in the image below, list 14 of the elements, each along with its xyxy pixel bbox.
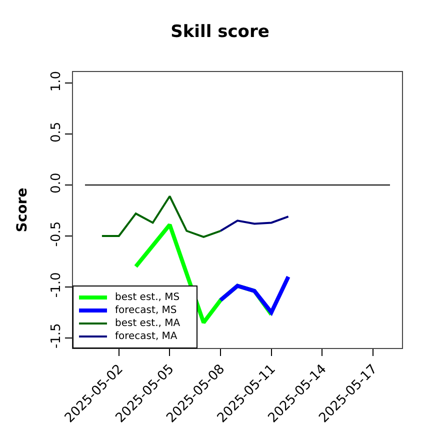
y-tick-label: -1.0	[48, 272, 64, 298]
chart-title: Skill score	[170, 22, 270, 42]
line-series	[220, 216, 290, 232]
legend-label: forecast, MS	[115, 305, 177, 316]
y-tick-label: 0.5	[48, 122, 64, 143]
line-series	[100, 195, 222, 238]
y-tick-label: -0.5	[48, 221, 64, 247]
y-tick-label: -1.5	[48, 323, 64, 349]
y-axis-title: Score	[14, 188, 30, 232]
legend-label: best est., MS	[115, 292, 180, 303]
y-tick-label: 0.0	[48, 172, 64, 194]
legend-label: forecast, MA	[115, 331, 178, 342]
y-tick-label: 1.0	[48, 70, 64, 92]
legend-label: best est., MA	[115, 318, 180, 329]
